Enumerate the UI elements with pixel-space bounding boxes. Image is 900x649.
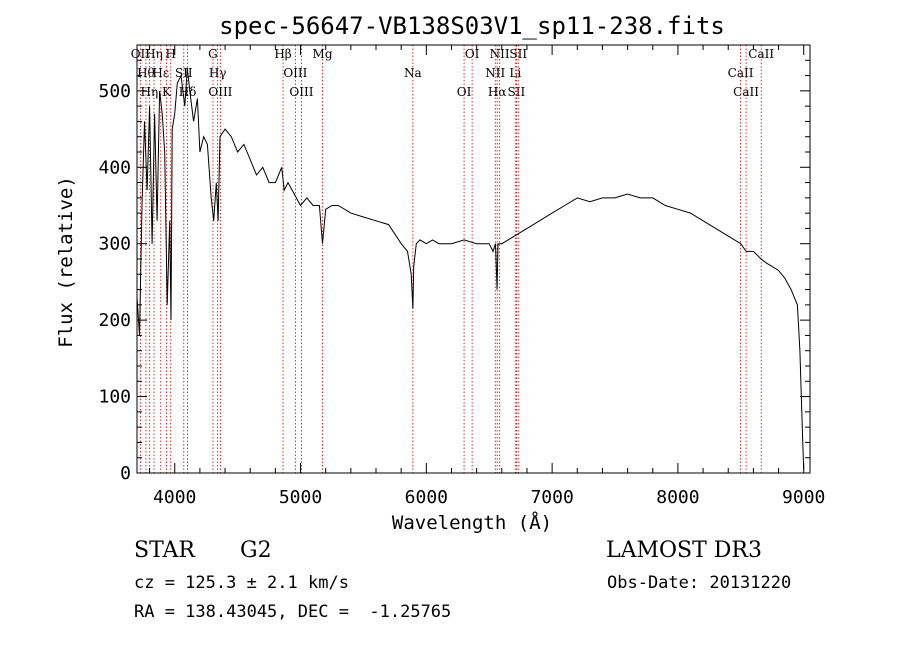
line-marker-label: Hγ	[209, 66, 227, 80]
line-marker-label: Hβ	[274, 47, 291, 61]
line-marker-label: OIII	[289, 85, 313, 99]
spectrum-line	[136, 67, 805, 470]
line-marker-label: H	[165, 47, 175, 61]
spectral-line-markers: OIIHθHηHηHεKHSIIHδGHγOIIIHβOIIIOIIIMgNaO…	[131, 45, 774, 473]
x-tick-label: 6000	[405, 487, 448, 508]
chart-title: spec-56647-VB138S03V1_sp11-238.fits	[219, 12, 725, 40]
axis-ticks: 4000 5000 6000 7000 8000 9000 0 100 200 300 400 500	[98, 45, 825, 508]
line-marker-label: Mg	[313, 47, 333, 61]
object-subclass: G2	[240, 538, 272, 563]
y-tick-label: 100	[98, 387, 131, 408]
line-marker-label: K	[162, 85, 172, 99]
y-tick-label: 400	[98, 157, 131, 178]
x-tick-label: 4000	[153, 487, 196, 508]
line-marker-label: Hε	[152, 66, 169, 80]
line-marker-label: OI	[457, 85, 472, 99]
line-marker-label: OII	[131, 47, 151, 61]
x-axis-label: Wavelength (Å)	[392, 511, 552, 534]
plot-frame	[136, 44, 811, 474]
object-class: STAR	[134, 538, 195, 563]
line-marker-label: CaII	[728, 66, 754, 80]
line-marker-label: Hθ	[137, 66, 155, 80]
y-axis-label: Flux (relative)	[55, 176, 77, 348]
y-tick-label: 500	[98, 81, 131, 102]
line-marker-label: Li	[509, 66, 521, 80]
line-marker-label: SII	[175, 66, 193, 80]
line-marker-label: CaII	[748, 47, 774, 61]
line-marker-label: Hα	[488, 85, 507, 99]
y-tick-label: 300	[98, 234, 131, 255]
line-marker-label: Na	[404, 66, 422, 80]
line-marker-label: OIII	[283, 66, 307, 80]
line-marker-label: Hη	[145, 47, 163, 61]
obs-date: Obs-Date: 20131220	[607, 573, 792, 593]
x-tick-label: 7000	[530, 487, 573, 508]
line-marker-label: Hη	[140, 85, 158, 99]
line-marker-label: G	[208, 47, 218, 61]
coordinates: RA = 138.43045, DEC = -1.25765	[134, 602, 452, 622]
line-marker-label: NII	[490, 47, 510, 61]
y-tick-label: 0	[120, 463, 131, 484]
x-tick-label: 5000	[279, 487, 322, 508]
x-tick-label: 9000	[782, 487, 825, 508]
redshift-text: cz = 125.3 ± 2.1 km/s	[134, 573, 349, 593]
y-tick-label: 200	[98, 310, 131, 331]
line-marker-label: NII	[485, 66, 505, 80]
line-marker-label: Hδ	[179, 85, 197, 99]
line-marker-label: CaII	[733, 85, 759, 99]
line-marker-label: SII	[508, 85, 526, 99]
line-marker-label: OIII	[208, 85, 232, 99]
x-tick-label: 8000	[656, 487, 699, 508]
line-marker-label: OI	[465, 47, 480, 61]
survey-name: LAMOST DR3	[606, 538, 762, 563]
line-marker-label: SII	[509, 47, 527, 61]
